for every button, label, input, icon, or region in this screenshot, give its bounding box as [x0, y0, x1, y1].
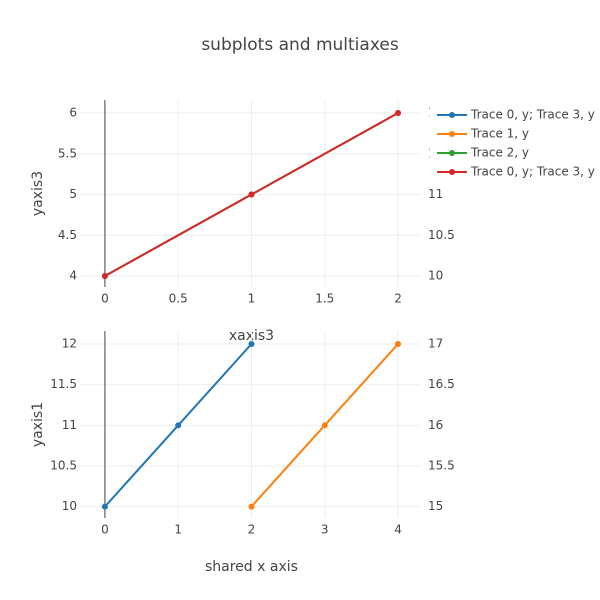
y2-tick-label: 15.5 — [428, 458, 455, 472]
x-tick-label: 4 — [394, 523, 402, 537]
x-tick-label: 0 — [101, 292, 109, 306]
y2-tick-label: 10.5 — [428, 228, 455, 242]
legend-marker — [449, 112, 455, 118]
data-point — [248, 191, 255, 198]
y-tick-label: 6 — [69, 106, 77, 120]
y2-tick-label: 16.5 — [428, 377, 455, 391]
y-tick-label: 4.5 — [58, 228, 77, 242]
data-point — [248, 503, 255, 510]
data-point — [175, 422, 182, 429]
y2-tick-label: 16 — [428, 418, 443, 432]
y-tick-label: 4 — [69, 269, 77, 283]
data-point — [395, 110, 402, 117]
y-tick-label: 10 — [62, 499, 77, 513]
legend: Trace 0, y; Trace 3, y Trace 1, y Trace 2,… — [430, 104, 596, 184]
y2-tick-label: 17 — [428, 337, 443, 351]
legend-marker — [449, 131, 455, 137]
x-tick-label: 3 — [321, 523, 329, 537]
y-tick-label: 12 — [62, 337, 77, 351]
data-point — [395, 341, 402, 348]
x-tick-label: 1 — [248, 292, 256, 306]
legend-marker — [449, 169, 455, 175]
x-tick-label: 0.5 — [169, 292, 188, 306]
y-tick-label: 10.5 — [50, 458, 77, 472]
y-tick-label: 5.5 — [58, 146, 77, 160]
y-axis-title: yaxis1 — [30, 402, 46, 447]
data-point — [101, 273, 108, 279]
legend-label: Trace 2, y — [470, 146, 529, 160]
x-tick-label: 1.5 — [315, 292, 334, 306]
y-tick-label: 5 — [69, 187, 77, 201]
legend-label: Trace 1, y — [470, 127, 529, 141]
x-tick-label: 2 — [394, 292, 402, 306]
legend-background — [430, 104, 596, 184]
y2-tick-label: 10 — [428, 269, 443, 283]
x-tick-label: 1 — [174, 523, 182, 537]
data-point — [101, 503, 108, 510]
chart-title: subplots and multiaxes — [201, 35, 399, 55]
x-tick-label: 2 — [248, 523, 256, 537]
x-tick-label: 0 — [101, 523, 109, 537]
y-tick-label: 11.5 — [50, 377, 77, 391]
y2-tick-label: 11 — [428, 187, 443, 201]
y2-tick-label: 15 — [428, 499, 443, 513]
y-tick-label: 11 — [62, 418, 77, 432]
legend-label: Trace 0, y; Trace 3, y — [470, 165, 595, 179]
y-axis-title: yaxis3 — [30, 171, 46, 216]
x-axis-title: shared x axis — [205, 559, 298, 575]
legend-marker — [449, 150, 455, 156]
legend-label: Trace 0, y; Trace 3, y — [470, 108, 595, 122]
data-point — [248, 341, 255, 348]
data-point — [321, 422, 328, 429]
